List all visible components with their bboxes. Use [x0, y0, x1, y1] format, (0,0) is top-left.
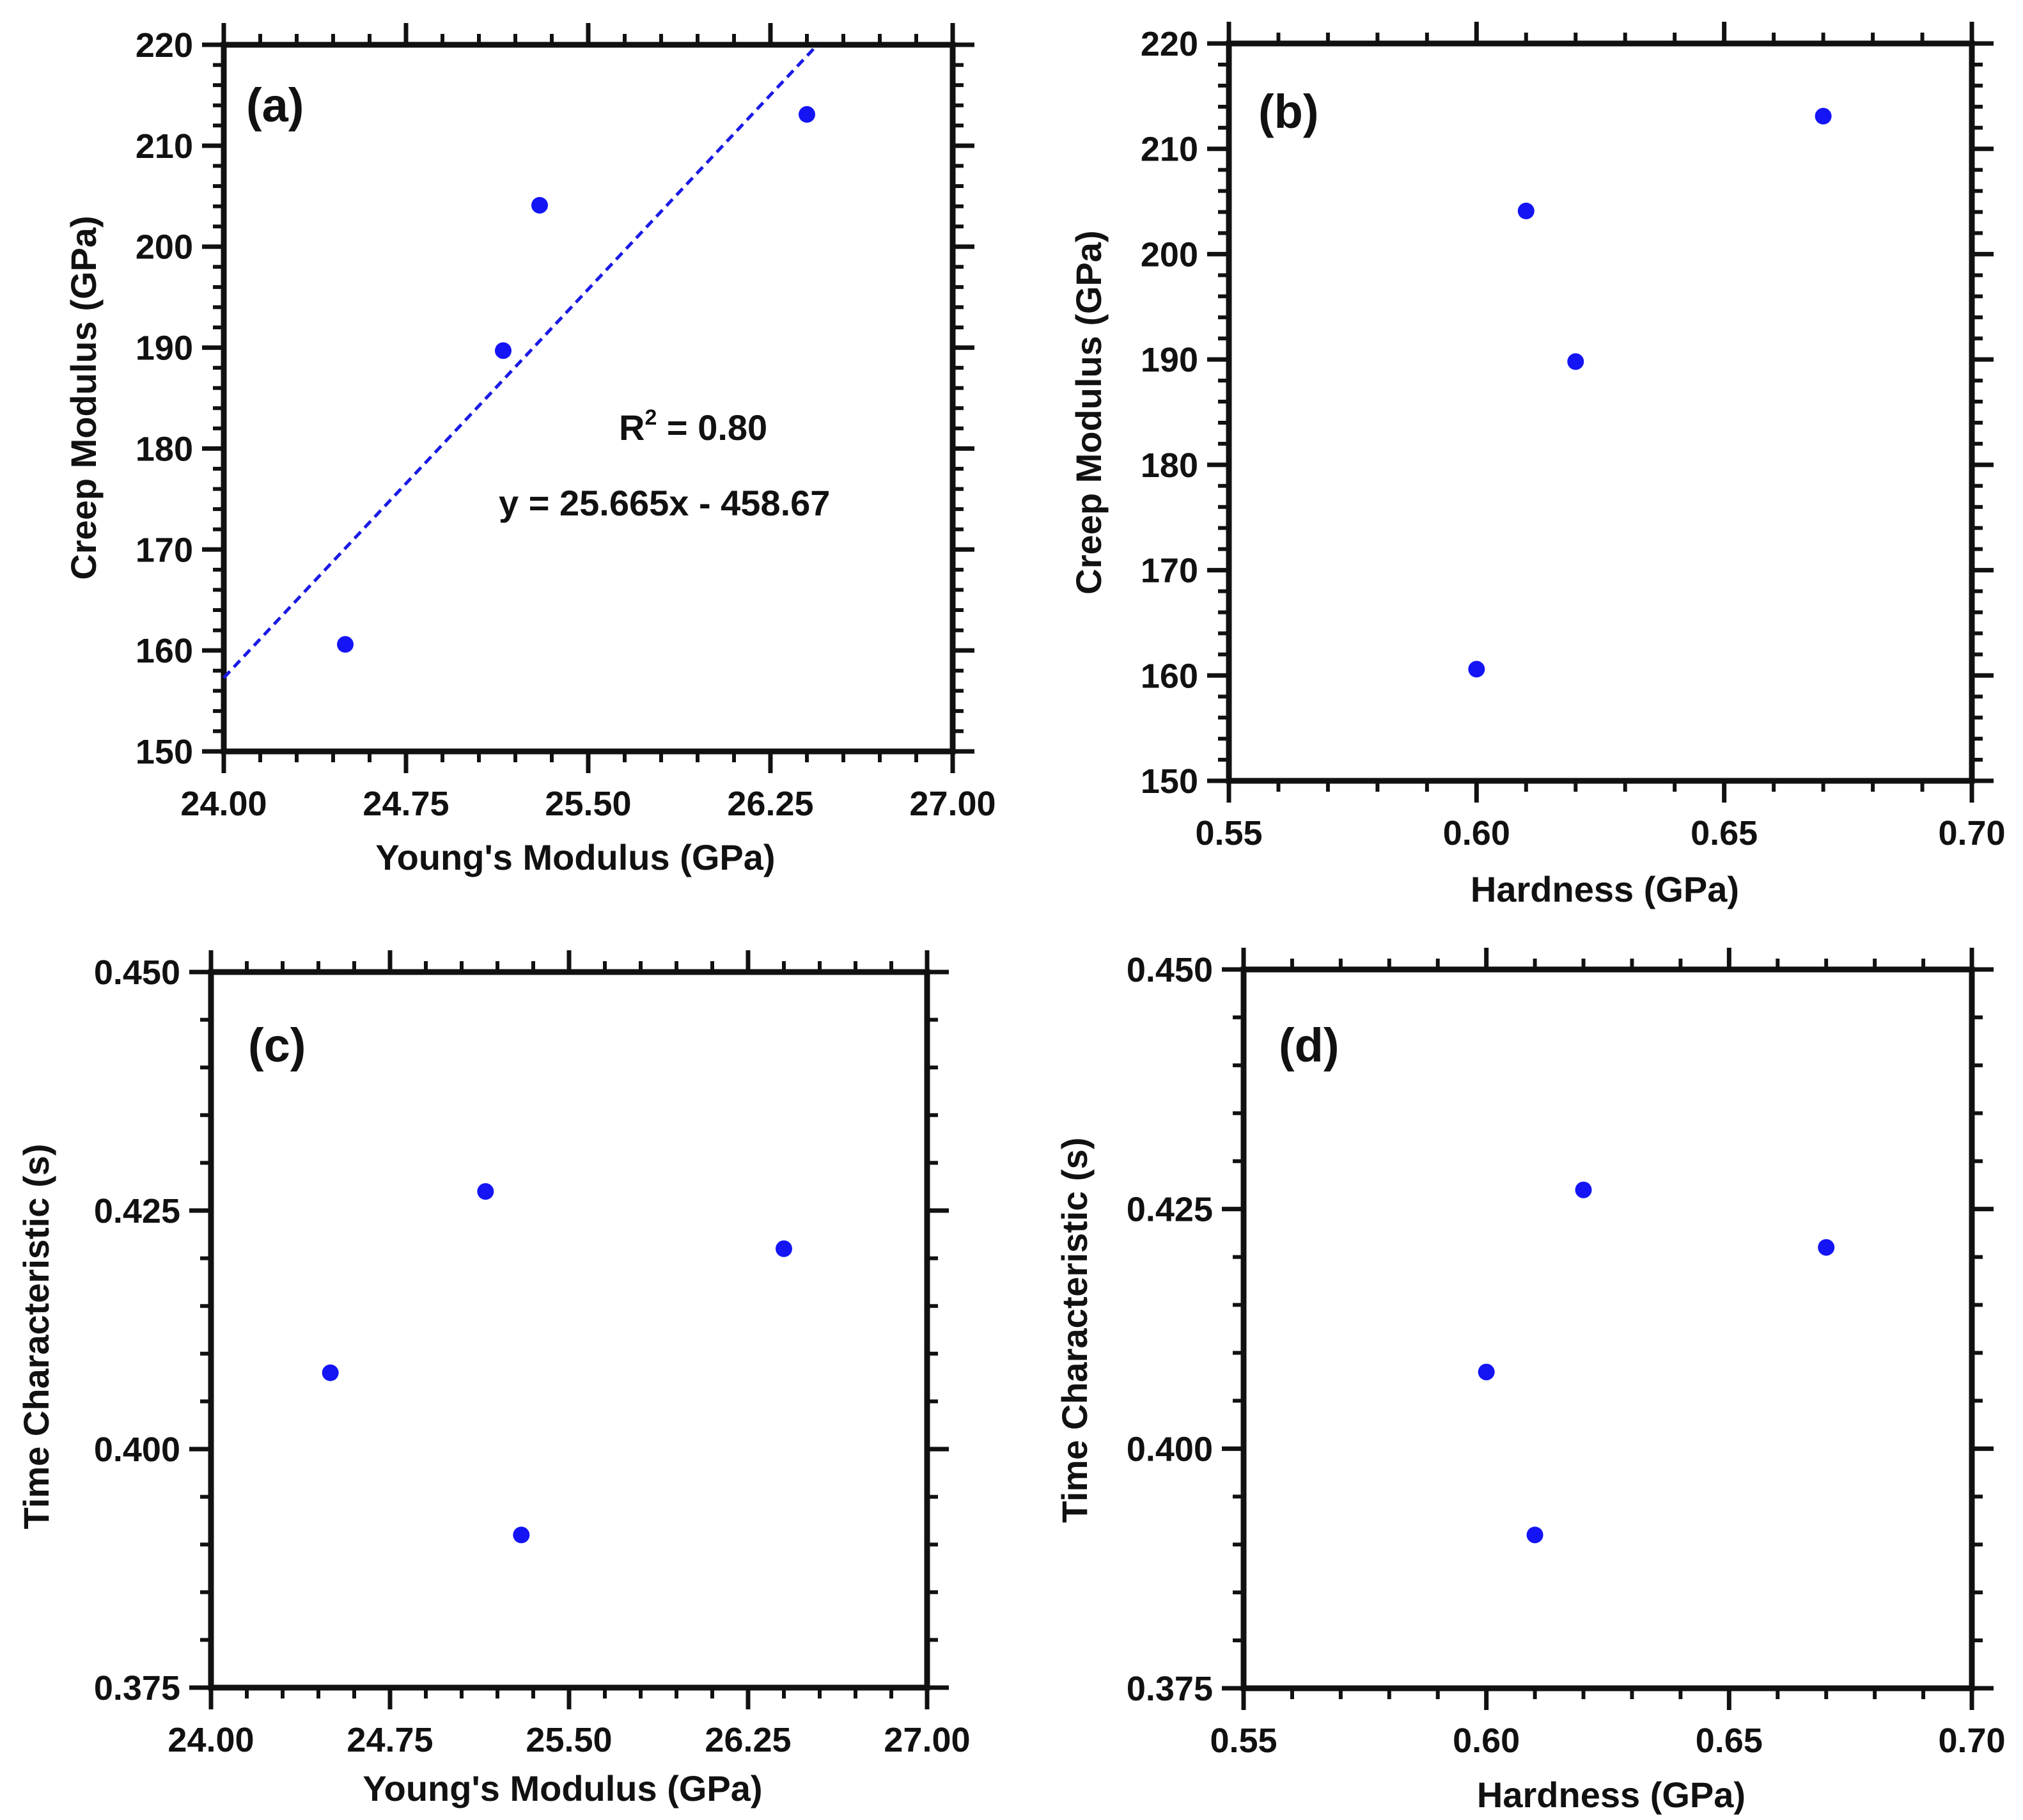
y-tick-label: 0.375 [94, 1669, 180, 1707]
y-tick-label: 190 [136, 329, 193, 368]
panel-d: 0.55 0.60 0.65 0.70 0.375 0.400 0.425 0.450 (d)… [1054, 948, 2006, 1815]
data-point [1478, 1363, 1495, 1381]
x-tick-label: 24.00 [180, 785, 267, 823]
panel-d-frame [1240, 966, 1975, 1691]
y-tick-label: 0.400 [94, 1431, 180, 1469]
y-tick-label: 200 [136, 228, 193, 267]
y-tick-label: 160 [1141, 657, 1198, 695]
y-tick-label: 170 [1141, 552, 1198, 590]
panel-a-ylabel: Creep Modulus (GPa) [63, 216, 104, 579]
x-tick-label: 26.25 [705, 1721, 791, 1759]
data-point [531, 196, 548, 214]
panel-a-marks [223, 43, 819, 679]
data-point [776, 1240, 792, 1257]
panel-c-label: (c) [248, 1019, 306, 1072]
y-tick-label: 0.425 [1127, 1191, 1213, 1229]
data-point [322, 1364, 339, 1381]
panel-a: 24.00 24.75 25.50 26.25 27.00 150 160 170 180 190… [63, 23, 996, 877]
panel-c: 24.00 24.75 25.50 26.25 27.00 0.375 0.400 0.425… [16, 950, 971, 1808]
panel-a-equation: y = 25.665x - 458.67 [499, 483, 830, 523]
panel-b-marks [1468, 107, 1832, 678]
x-tick-label: 27.00 [909, 785, 996, 823]
panel-c-xlabel: Young's Modulus (GPa) [363, 1768, 762, 1808]
panel-a-r2-base: R [619, 407, 644, 448]
y-tick-label: 0.400 [1127, 1430, 1213, 1468]
data-point [513, 1526, 530, 1544]
panel-c-ylabel: Time Characteristic (s) [16, 1144, 56, 1530]
panel-a-r2-sup: 2 [644, 405, 657, 430]
x-tick-label: 0.65 [1696, 1722, 1763, 1760]
data-point [477, 1183, 494, 1200]
panel-a-ticks: 24.00 24.75 25.50 26.25 27.00 150 160 170 180 190… [136, 23, 996, 823]
x-tick-label: 0.70 [1938, 1722, 2005, 1760]
panel-a-r2: R2 = 0.80 [619, 405, 767, 448]
panel-c-ticks: 24.00 24.75 25.50 26.25 27.00 0.375 0.400 0.425… [94, 950, 971, 1759]
data-point [1567, 353, 1584, 370]
y-tick-label: 150 [1141, 762, 1198, 801]
x-tick-label: 0.55 [1210, 1722, 1277, 1760]
panel-d-marks [1478, 1181, 1835, 1544]
y-tick-label: 0.375 [1127, 1670, 1213, 1708]
panel-d-xlabel: Hardness (GPa) [1477, 1775, 1746, 1815]
y-tick-label: 180 [1141, 446, 1198, 485]
x-tick-label: 24.75 [363, 785, 449, 823]
y-tick-label: 210 [1141, 130, 1198, 169]
x-tick-label: 0.60 [1453, 1722, 1520, 1760]
panel-b-ticks: 0.55 0.60 0.65 0.70 150 160 170 180 190 200 210 220 [1141, 22, 2006, 852]
data-point [1468, 661, 1485, 678]
y-tick-label: 190 [1141, 341, 1198, 379]
x-tick-label: 0.60 [1443, 814, 1510, 852]
fit-line [223, 43, 819, 679]
data-point [1517, 202, 1535, 219]
panel-d-label: (d) [1279, 1019, 1340, 1072]
panel-a-xlabel: Young's Modulus (GPa) [375, 837, 775, 877]
data-point [1526, 1526, 1543, 1544]
x-tick-label: 25.50 [526, 1721, 612, 1759]
data-point [1818, 1239, 1835, 1256]
panel-b-xlabel: Hardness (GPa) [1471, 869, 1739, 909]
panel-c-marks [322, 1183, 792, 1544]
y-tick-label: 150 [136, 733, 193, 771]
data-point [799, 106, 815, 123]
panel-a-label: (a) [246, 79, 304, 132]
panel-d-ticks: 0.55 0.60 0.65 0.70 0.375 0.400 0.425 0.450 [1127, 948, 2006, 1760]
y-tick-label: 0.425 [94, 1192, 180, 1230]
panel-d-ylabel: Time Characteristic (s) [1054, 1138, 1095, 1523]
y-tick-label: 0.450 [94, 953, 180, 992]
y-tick-label: 220 [136, 26, 193, 65]
panel-b-frame [1226, 40, 1975, 784]
data-point [337, 636, 354, 653]
y-tick-label: 170 [136, 531, 193, 569]
data-point [1575, 1181, 1592, 1198]
data-point [495, 342, 512, 359]
x-tick-label: 25.50 [545, 785, 631, 823]
y-tick-label: 180 [136, 430, 193, 468]
x-tick-label: 27.00 [884, 1721, 970, 1759]
y-tick-label: 220 [1141, 25, 1198, 63]
x-tick-label: 26.25 [727, 785, 813, 823]
x-tick-label: 0.65 [1691, 814, 1758, 852]
panel-b-ylabel: Creep Modulus (GPa) [1068, 230, 1109, 594]
panel-b-label: (b) [1258, 85, 1319, 138]
y-tick-label: 210 [136, 127, 193, 166]
data-point [1815, 107, 1832, 125]
x-tick-label: 0.70 [1938, 814, 2005, 852]
panel-b: 0.55 0.60 0.65 0.70 150 160 170 180 190 200 210 220… [1068, 22, 2006, 909]
y-tick-label: 200 [1141, 235, 1198, 274]
panel-a-r2-rest: = 0.80 [657, 407, 767, 448]
x-tick-label: 24.00 [168, 1721, 254, 1759]
x-tick-label: 0.55 [1195, 814, 1262, 852]
y-tick-label: 160 [136, 632, 193, 670]
x-tick-label: 24.75 [347, 1721, 433, 1759]
y-tick-label: 0.450 [1127, 951, 1213, 989]
